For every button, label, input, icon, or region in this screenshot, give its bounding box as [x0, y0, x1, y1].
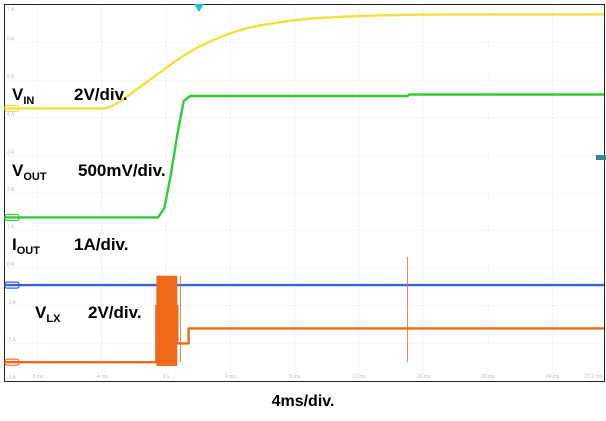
y-tick-label: 7 A	[7, 7, 15, 13]
grid	[5, 5, 604, 381]
x-axis-label: 4ms/div.	[271, 393, 335, 410]
y-tick-label: 2 A	[7, 187, 15, 193]
channel-scale-iout: 1A/div.	[74, 235, 128, 254]
x-tick-label: 4 ms	[225, 374, 236, 380]
channel-scale-vlx: 2V/div.	[88, 303, 142, 322]
x-tick-label: 0 s	[163, 374, 170, 380]
x-tick-label: 24 ms	[546, 374, 560, 380]
y-tick-label: 5 A	[7, 74, 15, 80]
y-tick-label: -3 A	[7, 375, 17, 381]
x-tick-label: -8 ms	[31, 374, 44, 380]
x-tick-label: 16 ms	[417, 374, 431, 380]
series-vout-line	[5, 93, 604, 219]
y-tick-label: 1 A	[7, 225, 15, 231]
x-tick-label: -4 ms	[95, 374, 108, 380]
x-tick-label: 8 ms	[289, 374, 300, 380]
tick-labels: 7 A 6 A 5 A 4 A 3 A 2 A 1 A 0 A -1 A -2 A -3 A -8 m…	[7, 7, 602, 381]
x-tick-label: 12 ms	[352, 374, 366, 380]
trigger-marker-icon	[194, 4, 204, 12]
y-tick-label: 4 A	[7, 112, 15, 118]
y-tick-label: 3 A	[7, 149, 15, 155]
channel-label-vlx: VLX	[35, 303, 61, 325]
right-edge-marker-icon	[596, 155, 606, 160]
x-tick-label: 20 ms	[481, 374, 495, 380]
series-vin-line	[5, 13, 604, 110]
y-tick-label: -2 A	[7, 337, 17, 343]
channel-label-vout: VOUT	[12, 161, 47, 183]
channel-scale-vout: 500mV/div.	[78, 161, 166, 180]
y-tick-label: -1 A	[7, 300, 17, 306]
channel-label-iout: IOUT	[12, 235, 40, 257]
waveforms	[5, 13, 604, 366]
plot-border	[4, 4, 605, 382]
vlx-switching-burst	[156, 275, 178, 366]
y-tick-label: 0 A	[7, 262, 15, 268]
channel-labels: VIN 2V/div. VOUT 500mV/div. IOUT 1A/div. VLX 2V…	[12, 85, 166, 325]
y-tick-label: 6 A	[7, 37, 15, 43]
channel-scale-vin: 2V/div.	[74, 85, 128, 104]
x-tick-label: 27.2 ms	[584, 374, 602, 380]
channel-label-vin: VIN	[12, 85, 34, 107]
